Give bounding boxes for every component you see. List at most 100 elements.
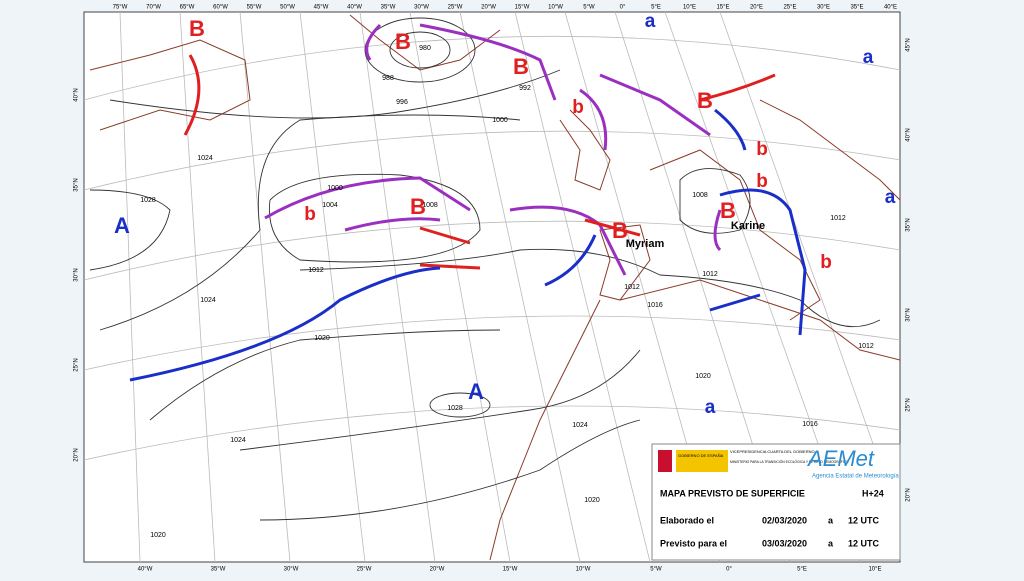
agency-name: Agencia Estatal de Meteorología — [812, 474, 899, 480]
longitude-label: 25°W — [448, 5, 463, 11]
isobar-label: 1028 — [140, 197, 156, 204]
legend-field: 02/03/2020 — [762, 515, 807, 525]
longitude-label: 10°E — [868, 567, 881, 573]
isobar-label: 992 — [519, 85, 531, 92]
longitude-label: 40°W — [138, 567, 153, 573]
pressure-center: B — [513, 54, 529, 79]
latitude-label: 35°N — [906, 218, 912, 231]
longitude-label: 55°W — [247, 5, 262, 11]
isobar-label: 1008 — [692, 192, 708, 199]
longitude-label: 35°W — [381, 5, 396, 11]
longitude-label: 35°W — [211, 567, 226, 573]
pressure-center: b — [756, 139, 768, 160]
latitude-label: 40°N — [906, 128, 912, 141]
longitude-label: 35°E — [850, 5, 863, 11]
isobar-label: 1016 — [802, 421, 818, 428]
longitude-label: 0° — [726, 567, 732, 573]
legend-field: 12 UTC — [848, 538, 880, 548]
isobar-label: 1020 — [150, 532, 166, 539]
isobar-label: 1008 — [422, 202, 438, 209]
isobar-label: 1024 — [200, 297, 216, 304]
longitude-label: 30°E — [817, 5, 830, 11]
isobar-label: 988 — [382, 75, 394, 82]
gov-logo — [676, 450, 728, 472]
longitude-label: 40°W — [347, 5, 362, 11]
legend-field: a — [828, 538, 834, 548]
longitude-label: 5°E — [797, 567, 807, 573]
legend-field: a — [828, 515, 834, 525]
aemet-logo: AEMet — [806, 446, 875, 471]
longitude-label: 75°W — [113, 5, 128, 11]
legend-field: 12 UTC — [848, 515, 880, 525]
system-name: Karine — [731, 220, 765, 232]
gov-text: GOBIERNO DE ESPAÑA — [678, 453, 724, 458]
latitude-label: 35°N — [74, 178, 80, 191]
pressure-center: b — [304, 204, 316, 225]
legend-field: 03/03/2020 — [762, 538, 807, 548]
graticule — [83, 11, 901, 563]
pressure-center: a — [705, 397, 716, 418]
latitude-label: 40°N — [74, 88, 80, 101]
isobar-label: 1028 — [447, 405, 463, 412]
longitude-label: 5°W — [583, 5, 595, 11]
isobar-label: 1012 — [830, 215, 846, 222]
fronts — [129, 23, 807, 382]
longitude-label: 45°W — [314, 5, 329, 11]
pressure-center: B — [612, 218, 628, 243]
isobar-label: 1012 — [858, 343, 874, 350]
legend-title: MAPA PREVISTO DE SUPERFICIE — [660, 488, 805, 498]
longitude-label: 40°E — [884, 5, 897, 11]
pressure-center: A — [468, 379, 484, 404]
longitude-label: 60°W — [213, 5, 228, 11]
isobar-label: 980 — [419, 45, 431, 52]
pressure-center: B — [189, 16, 205, 41]
longitude-label: 20°W — [481, 5, 496, 11]
longitude-label: 20°W — [430, 567, 445, 573]
isobar-label: 1020 — [314, 335, 330, 342]
pressure-center: a — [863, 47, 874, 68]
longitude-label: 10°E — [683, 5, 696, 11]
longitude-label: 5°W — [650, 567, 662, 573]
legend-field: Elaborado el — [660, 515, 714, 525]
isobar-label: 1012 — [308, 267, 324, 274]
isobar-label: 1012 — [624, 284, 640, 291]
isobar-label: 1024 — [230, 437, 246, 444]
longitude-label: 15°W — [515, 5, 530, 11]
isobar-label: 1020 — [695, 373, 711, 380]
isobar-label: 1024 — [197, 155, 213, 162]
longitude-label: 20°E — [750, 5, 763, 11]
pressure-center: A — [114, 213, 130, 238]
longitude-label: 15°E — [716, 5, 729, 11]
coat-of-arms — [658, 450, 672, 472]
system-name: Myriam — [626, 238, 665, 250]
latitude-label: 45°N — [906, 38, 912, 51]
latitude-label: 30°N — [906, 308, 912, 321]
pressure-center: B — [720, 198, 736, 223]
isobar-label: 1020 — [584, 497, 600, 504]
gov-text: MINISTERIO PARA LA TRANSICIÓN ECOLÓGICA … — [730, 459, 849, 464]
pressure-center: b — [820, 252, 832, 273]
longitude-label: 25°W — [357, 567, 372, 573]
latitude-label: 25°N — [74, 358, 80, 371]
longitude-label: 5°E — [651, 5, 661, 11]
longitude-label: 25°E — [783, 5, 796, 11]
longitude-label: 30°W — [414, 5, 429, 11]
longitude-label: 70°W — [146, 5, 161, 11]
pressure-center: b — [756, 171, 768, 192]
longitude-label: 50°W — [280, 5, 295, 11]
latitude-label: 30°N — [74, 268, 80, 281]
pressure-center: B — [395, 29, 411, 54]
longitude-label: 10°W — [548, 5, 563, 11]
gov-text: VICEPRESIDENCIA CUARTA DEL GOBIERNO — [730, 449, 815, 454]
longitude-label: 0° — [620, 5, 626, 11]
longitude-label: 65°W — [180, 5, 195, 11]
pressure-center: a — [885, 187, 896, 208]
pressure-center: B — [697, 88, 713, 113]
latitude-label: 25°N — [906, 398, 912, 411]
latitude-label: 20°N — [74, 448, 80, 461]
pressure-center: b — [572, 97, 584, 118]
longitude-label: 15°W — [503, 567, 518, 573]
isobar-label: 996 — [396, 99, 408, 106]
lead-time: H+24 — [862, 488, 884, 498]
